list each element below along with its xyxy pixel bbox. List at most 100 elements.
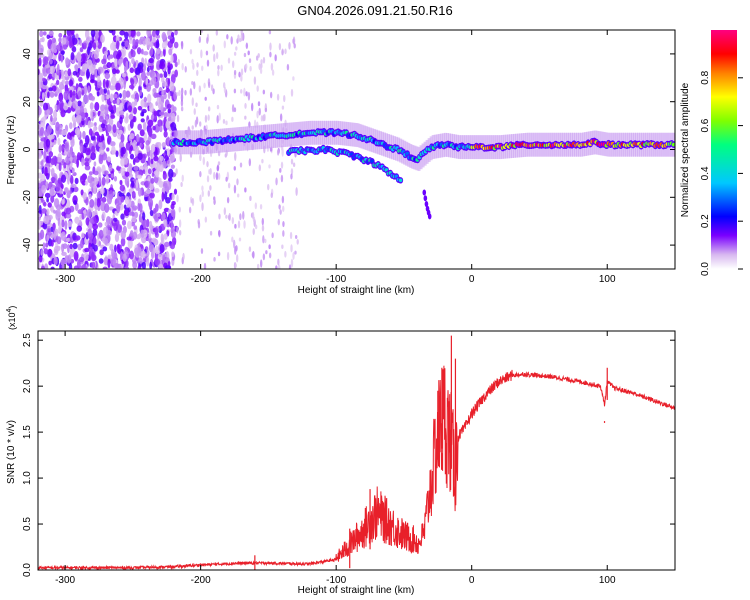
spectrogram-noise-cell <box>169 81 175 91</box>
spectrogram-streak-cell <box>207 114 210 121</box>
spectrogram-noise-cell <box>140 229 145 239</box>
spectrogram-streak-cell <box>244 187 247 193</box>
spectrogram-noise-cell <box>161 142 167 148</box>
spectrogram-xlabel: Height of straight line (km) <box>298 285 415 296</box>
spectrogram-noise-cell <box>162 254 166 262</box>
spectrogram-streak-cell <box>245 63 248 70</box>
spectrogram-noise-cell <box>135 59 139 66</box>
spectrogram-streak-cell <box>255 55 259 61</box>
spectrogram-noise-cell <box>65 207 72 215</box>
spectrogram-streak-cell <box>210 84 214 92</box>
spectrogram-noise-cell <box>44 192 51 198</box>
spectrogram-noise-cell <box>170 243 176 250</box>
spectrogram-noise-cell <box>155 30 160 36</box>
spectrogram-noise-cell <box>42 56 49 66</box>
spectrogram-noise-cell <box>83 42 87 49</box>
spectrogram-noise-cell <box>142 121 147 131</box>
spectrogram-streak-cell <box>268 30 272 35</box>
spectrogram-streak-cell <box>262 253 266 261</box>
spectrogram-noise-cell <box>61 37 67 45</box>
spectrogram-streak-cell <box>215 52 219 60</box>
spectrogram-noise-cell <box>50 194 55 203</box>
spectrogram-noise-cell <box>53 245 59 256</box>
spectrogram-noise-cell <box>46 109 51 115</box>
spectrogram-noise-cell <box>90 152 96 161</box>
spectrogram-noise-cell <box>65 57 69 66</box>
spectrogram-streak-cell <box>197 221 201 229</box>
spectrogram-noise-cell <box>100 104 105 112</box>
spectrogram-noise-cell <box>68 79 74 88</box>
spectrogram-noise-cell <box>114 244 117 253</box>
spectrogram-noise-cell <box>145 140 150 146</box>
spectrogram-streak-cell <box>191 58 194 65</box>
spectrogram-noise-cell <box>146 30 152 37</box>
spectrogram-noise-cell <box>159 73 163 78</box>
spectrogram-noise-cell <box>167 159 170 164</box>
spectrogram-noise-cell <box>76 225 83 232</box>
spectrogram-noise-cell <box>97 75 101 83</box>
colorbar-tick-label: 0.0 <box>700 262 711 276</box>
spectrogram-noise-cell <box>135 39 139 45</box>
spectrogram-noise-cell <box>112 124 117 134</box>
spectrogram-streak-cell <box>184 66 187 73</box>
spectrogram-noise-cell <box>149 149 153 159</box>
spectrogram-noise-cell <box>154 187 160 193</box>
spectrogram-noise-cell <box>68 38 73 49</box>
spectrogram-streak-cell <box>254 202 258 210</box>
spectrogram-noise-cell <box>87 85 91 94</box>
spectrogram-noise-cell <box>163 233 168 240</box>
spectrogram-noise-cell <box>93 244 98 252</box>
spectrogram-noise-cell <box>86 68 91 79</box>
spectrogram-noise-cell <box>101 140 106 151</box>
spectrogram-streak-cell <box>288 41 291 50</box>
spectrogram-noise-cell <box>76 152 81 161</box>
spectrogram-noise-cell <box>91 66 95 76</box>
spectrogram-streak-cell <box>178 229 182 236</box>
spectrogram-streak-cell <box>234 263 237 268</box>
spectrogram-noise-cell <box>52 117 56 124</box>
spectrogram-noise-cell <box>129 250 134 260</box>
spectrogram-noise-cell <box>38 81 42 90</box>
spectrogram-noise-cell <box>86 36 90 42</box>
spectrogram-noise-cell <box>42 102 49 111</box>
spectrogram-streak-cell <box>206 175 210 183</box>
spectrogram-noise-cell <box>61 129 68 136</box>
spectrogram-noise-cell <box>163 241 170 247</box>
spectrogram-streak-cell <box>240 89 243 94</box>
spectrogram-noise-cell <box>153 92 158 99</box>
spectrogram-streak-cell <box>283 94 286 103</box>
spectrogram-streak-cell <box>180 40 184 50</box>
spectrogram-noise-cell <box>49 133 55 140</box>
spectrogram-noise-cell <box>68 170 71 179</box>
spectrogram-noise-cell <box>43 263 49 269</box>
spectrogram-noise-cell <box>93 170 99 176</box>
spectrogram-streak-cell <box>237 34 240 41</box>
spectrogram-noise-cell <box>49 58 53 65</box>
spectrogram-noise-cell <box>105 132 110 137</box>
spectrogram-noise-cell <box>129 132 135 140</box>
spectrogram-streak-cell <box>279 168 282 173</box>
spectrogram-noise-cell <box>58 37 62 43</box>
spectrogram-streak-cell <box>256 85 259 92</box>
spectrogram-noise-cell <box>41 85 47 90</box>
spectrogram-noise-cell <box>129 230 134 237</box>
spectrogram-streak-cell <box>279 113 283 122</box>
spectrogram-noise-cell <box>93 42 97 50</box>
spectrogram-streak-cell <box>200 49 203 59</box>
spectrogram-noise-cell <box>151 144 156 153</box>
spectrogram-streak-cell <box>281 195 285 204</box>
spectrogram-streak-cell <box>198 85 202 93</box>
spectrogram-streak-cell <box>243 220 246 229</box>
spectrogram-streak-cell <box>295 187 298 196</box>
spectrogram-noise-cell <box>61 263 65 269</box>
spectrogram-noise-cell <box>50 167 55 177</box>
spectrogram-streak-cell <box>250 102 254 112</box>
spectrogram-streak-cell <box>180 182 183 188</box>
spectrogram-noise-cell <box>77 209 84 215</box>
spectrogram-noise-cell <box>89 102 94 111</box>
spectrogram-noise-cell <box>55 183 61 192</box>
spectrogram-noise-cell <box>166 136 170 147</box>
spectrogram-noise-cell <box>136 174 143 179</box>
spectrogram-noise-cell <box>118 192 125 197</box>
spectrogram-noise-cell <box>41 159 44 168</box>
